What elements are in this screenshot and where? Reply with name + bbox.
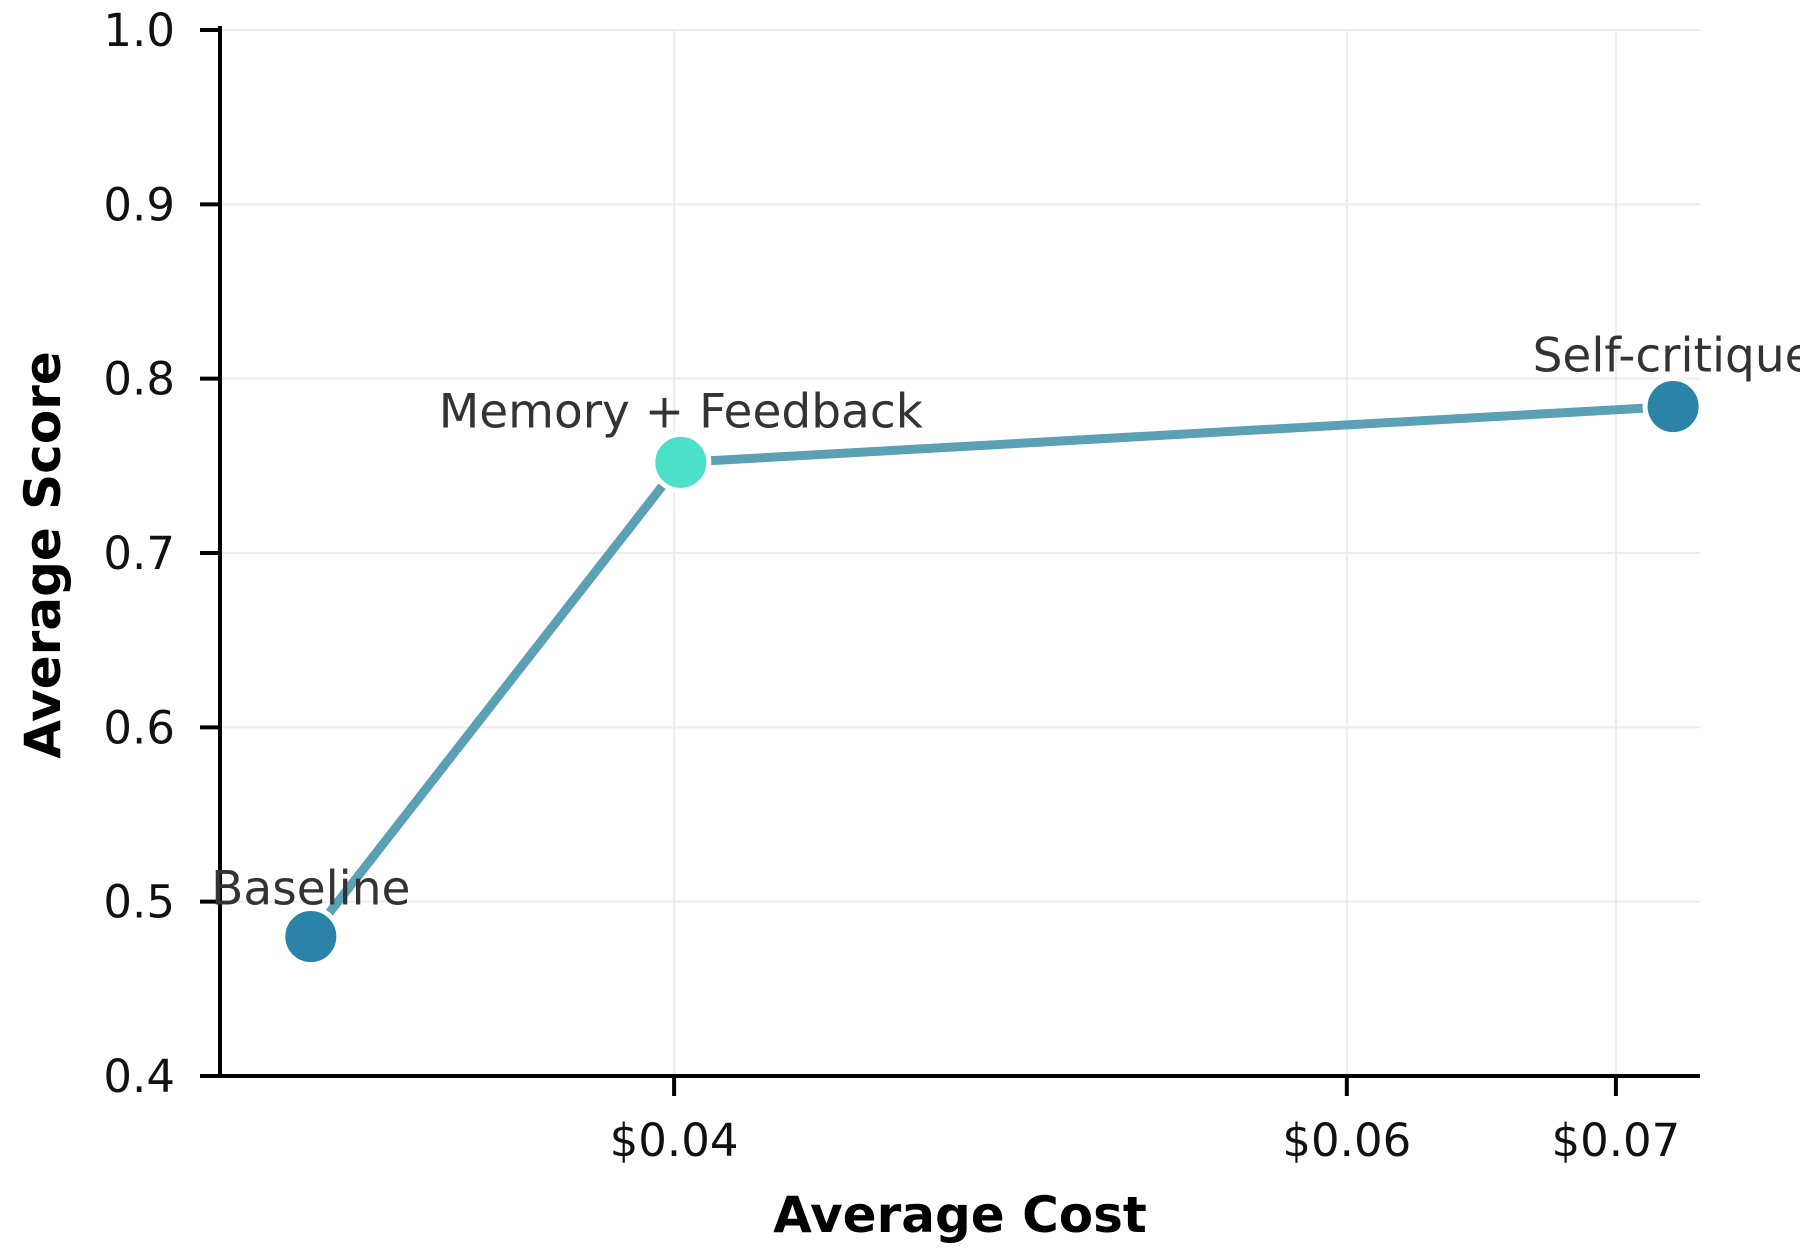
point-labels: Baseline Memory + Feedback Self-critique xyxy=(211,329,1800,917)
data-point xyxy=(280,906,342,968)
data-point xyxy=(650,431,712,493)
y-tick-label: 1.0 xyxy=(103,4,175,57)
series-line xyxy=(306,402,1678,942)
x-tick-label: $0.06 xyxy=(1282,1114,1411,1167)
y-axis-title: Average Score xyxy=(14,351,72,759)
y-tick-label: 0.9 xyxy=(103,178,175,231)
y-tick-label: 0.8 xyxy=(103,353,175,406)
tick-labels: 0.4 0.5 0.6 0.7 0.8 0.9 1.0 $0.04 $0.06 $0.07 xyxy=(103,4,1680,1167)
data-series xyxy=(280,376,1704,968)
x-tick-label: $0.07 xyxy=(1551,1114,1680,1167)
axes xyxy=(200,26,1700,1096)
point-label: Baseline xyxy=(211,862,410,917)
y-tick-label: 0.5 xyxy=(103,876,175,929)
grid xyxy=(220,29,1700,1076)
x-axis-title: Average Cost xyxy=(773,1186,1147,1244)
data-point xyxy=(1642,376,1704,438)
y-tick-label: 0.6 xyxy=(103,701,175,754)
y-tick-label: 0.4 xyxy=(103,1050,175,1103)
y-tick-label: 0.7 xyxy=(103,527,175,580)
point-label: Memory + Feedback xyxy=(439,384,924,439)
point-label: Self-critique xyxy=(1533,329,1800,384)
x-tick-label: $0.04 xyxy=(610,1114,739,1167)
